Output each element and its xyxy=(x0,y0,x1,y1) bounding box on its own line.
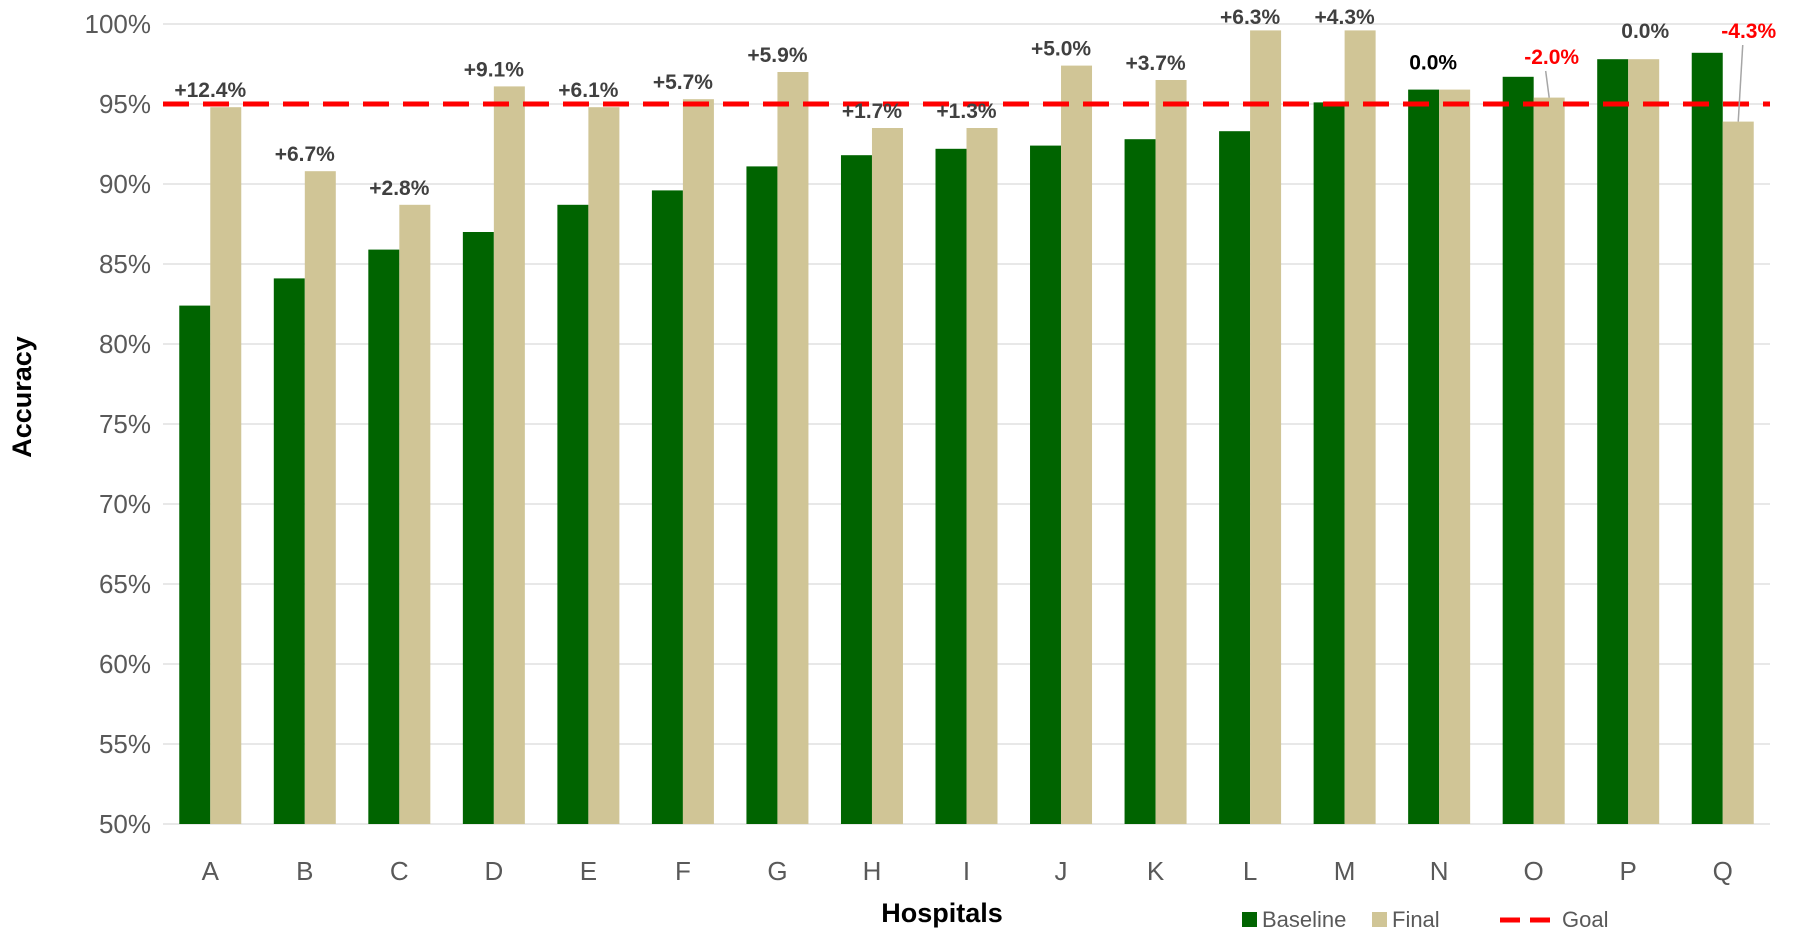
bar-baseline-q xyxy=(1691,52,1723,825)
y-tick-label: 70% xyxy=(99,489,151,519)
y-tick-label: 100% xyxy=(85,9,152,39)
data-label: +5.9% xyxy=(747,44,807,67)
y-axis-tick-labels: 50% 55% 60% 65% 70% 75% 80% 85% 90% 95% 100% xyxy=(85,9,152,839)
y-tick-label: 65% xyxy=(99,569,151,599)
x-tick-label: C xyxy=(390,856,409,886)
bar-baseline-k xyxy=(1124,139,1156,824)
bar-final-c xyxy=(399,204,431,825)
data-labels: +12.4% +6.7% +2.8% +9.1% +6.1% +5.7% +5.9% +1.7… xyxy=(174,6,1776,200)
bar-baseline-i xyxy=(935,148,967,825)
data-label: +6.7% xyxy=(275,143,335,166)
bar-baseline-g xyxy=(746,166,778,824)
x-tick-label: J xyxy=(1055,856,1068,886)
bar-baseline-b xyxy=(273,278,305,824)
legend-label-final: Final xyxy=(1392,907,1440,932)
bar-final-i xyxy=(966,128,998,824)
y-tick-label: 55% xyxy=(99,729,151,759)
x-tick-label: B xyxy=(296,856,313,886)
y-tick-label: 85% xyxy=(99,249,151,279)
bar-final-f xyxy=(682,99,714,824)
x-axis-tick-labels: A B C D E F G H I J K L M N O P Q xyxy=(202,856,1733,886)
data-label: +12.4% xyxy=(174,79,246,102)
bar-final-g xyxy=(777,72,809,824)
bar-baseline-e xyxy=(557,204,589,825)
bar-baseline-c xyxy=(368,249,400,825)
legend-label-goal: Goal xyxy=(1562,907,1608,932)
bar-final-o xyxy=(1533,97,1565,825)
x-tick-label: H xyxy=(863,856,882,886)
x-tick-label: Q xyxy=(1713,856,1733,886)
bar-final-e xyxy=(588,107,620,824)
bar-baseline-f xyxy=(651,190,683,824)
bar-baseline-n xyxy=(1408,89,1440,825)
x-tick-label: N xyxy=(1430,856,1449,886)
legend-label-baseline: Baseline xyxy=(1262,907,1346,932)
x-tick-label: E xyxy=(580,856,597,886)
data-label: +1.7% xyxy=(842,100,902,123)
y-tick-label: 50% xyxy=(99,809,151,839)
bar-baseline-l xyxy=(1219,131,1251,824)
x-tick-label: K xyxy=(1147,856,1165,886)
data-label: -2.0% xyxy=(1524,46,1579,69)
data-label: +4.3% xyxy=(1315,6,1375,29)
bar-final-q xyxy=(1722,121,1754,825)
data-label: +1.3% xyxy=(936,100,996,123)
y-tick-label: 80% xyxy=(99,329,151,359)
bar-final-n xyxy=(1439,89,1471,825)
data-label: +6.3% xyxy=(1220,6,1280,29)
bar-baseline-o xyxy=(1502,76,1534,825)
bar-baseline-p xyxy=(1597,59,1629,824)
bar-final-h xyxy=(871,128,903,824)
y-axis-title: Accuracy xyxy=(7,336,37,458)
y-tick-label: 90% xyxy=(99,169,151,199)
x-tick-label: G xyxy=(767,856,787,886)
bar-final-k xyxy=(1155,80,1187,824)
leader-line xyxy=(1737,44,1744,122)
bar-baseline-m xyxy=(1313,102,1345,824)
bar-final-a xyxy=(210,107,242,824)
x-tick-label: L xyxy=(1243,856,1257,886)
data-label: 0.0% xyxy=(1409,52,1457,75)
data-label: -4.3% xyxy=(1721,20,1776,43)
y-tick-label: 60% xyxy=(99,649,151,679)
bar-baseline-d xyxy=(462,232,494,824)
leader-lines xyxy=(1544,44,1744,122)
x-tick-label: A xyxy=(202,856,220,886)
bars xyxy=(179,30,1754,825)
bar-baseline-h xyxy=(840,155,872,824)
x-tick-label: D xyxy=(484,856,503,886)
data-label: +5.7% xyxy=(653,71,713,94)
x-tick-label: M xyxy=(1334,856,1356,886)
data-label: +9.1% xyxy=(464,58,524,81)
data-label: +2.8% xyxy=(369,177,429,200)
bar-final-b xyxy=(304,171,336,824)
bar-final-m xyxy=(1344,30,1376,824)
bar-final-p xyxy=(1628,59,1660,824)
data-label: +6.1% xyxy=(558,79,618,102)
data-label: +5.0% xyxy=(1031,38,1091,61)
y-tick-label: 75% xyxy=(99,409,151,439)
bar-final-d xyxy=(493,86,525,824)
leader-line xyxy=(1544,70,1550,98)
bar-final-j xyxy=(1061,65,1093,825)
data-label: 0.0% xyxy=(1621,20,1669,43)
x-tick-label: P xyxy=(1620,856,1637,886)
legend-swatch-baseline xyxy=(1242,912,1257,927)
data-label: +3.7% xyxy=(1125,52,1185,75)
legend-swatch-final xyxy=(1372,912,1387,927)
bar-baseline-a xyxy=(179,305,211,825)
y-tick-label: 95% xyxy=(99,89,151,119)
bar-baseline-j xyxy=(1030,145,1062,825)
x-tick-label: I xyxy=(963,856,970,886)
bar-final-l xyxy=(1250,30,1282,824)
legend: Baseline Final Goal xyxy=(1242,907,1608,932)
x-axis-title: Hospitals xyxy=(881,898,1003,928)
x-tick-label: F xyxy=(675,856,691,886)
x-tick-label: O xyxy=(1524,856,1544,886)
